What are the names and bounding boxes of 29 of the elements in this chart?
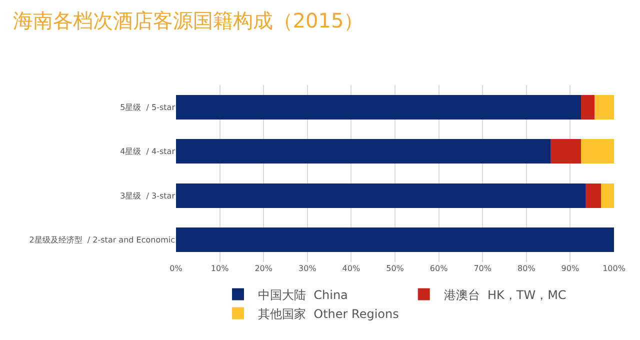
x-tick-label: 40%: [342, 264, 360, 273]
bar: [176, 183, 586, 208]
y-tick-label: 2星级及经济型 / 2-star and Economic: [29, 236, 175, 245]
bar: [586, 183, 601, 208]
x-tick-label: 90%: [561, 264, 580, 273]
y-tick-label: 5星级 / 5-star: [120, 102, 176, 112]
x-tick-label: 60%: [430, 264, 448, 273]
x-tick-label: 50%: [386, 264, 404, 273]
x-tick-label: 20%: [254, 264, 273, 273]
bar: [550, 139, 582, 164]
legend-label: 港澳台 HK，TW，MC: [444, 288, 566, 302]
y-tick-label: 4星级 / 4-star: [120, 147, 176, 156]
y-tick-label: 3星级 / 3-star: [120, 191, 176, 200]
x-tick-label: 30%: [298, 264, 317, 273]
bar: [581, 94, 594, 120]
chart-title: 海南各档次酒店客源国籍构成（2015）: [12, 8, 364, 33]
x-tick-label: 70%: [474, 264, 492, 273]
x-tick-label: 0%: [170, 264, 183, 273]
bar: [176, 139, 550, 164]
bar: [600, 183, 614, 208]
bar: [581, 139, 614, 164]
legend-label: 其他国家 Other Regions: [258, 306, 399, 321]
bar: [176, 228, 614, 252]
x-tick-label: 10%: [210, 264, 230, 273]
bar: [176, 94, 582, 120]
x-tick-label: 100%: [602, 264, 626, 273]
legend-label: 中国大陆 China: [258, 288, 348, 302]
x-tick-label: 80%: [518, 264, 536, 273]
bar: [594, 94, 614, 120]
